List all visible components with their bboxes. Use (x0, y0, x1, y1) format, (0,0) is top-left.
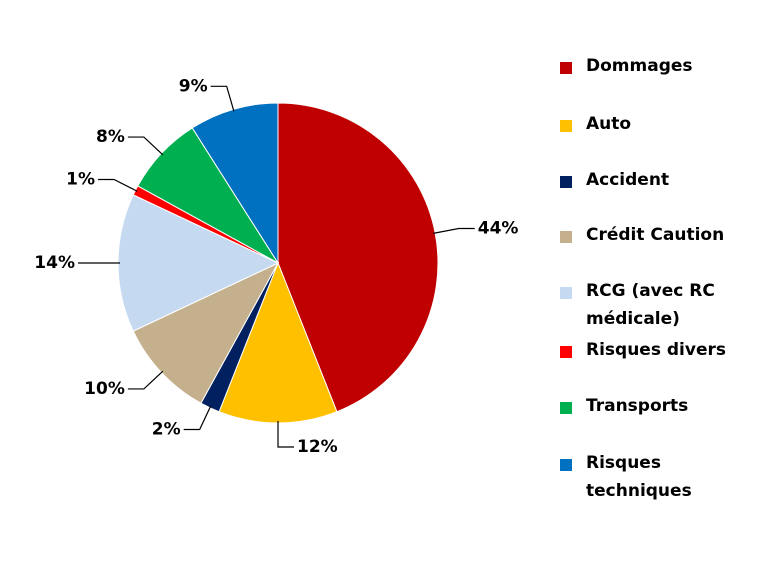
legend-swatch (560, 459, 572, 471)
data-label: 44% (478, 219, 519, 239)
legend-label: RCG (avec RC médicale) (586, 281, 715, 329)
data-label: 12% (297, 437, 338, 457)
leader-line (98, 178, 138, 192)
leader-line (127, 136, 164, 156)
data-label: 1% (66, 169, 95, 189)
legend-swatch (560, 176, 572, 188)
legend-swatch (560, 62, 572, 74)
leader-line (433, 227, 475, 234)
data-label: 2% (152, 419, 181, 439)
leader-line (183, 405, 212, 431)
data-label: 14% (34, 253, 75, 273)
legend-swatch (560, 346, 572, 358)
data-label: 8% (96, 127, 125, 147)
leader-line (277, 421, 294, 448)
legend-label: Risques divers (586, 340, 726, 360)
leader-line (127, 370, 164, 390)
data-label: 10% (84, 379, 125, 399)
legend-label: Accident (586, 170, 670, 190)
legend-label: Dommages (586, 56, 693, 76)
legend-label: Risques techniques (586, 453, 692, 501)
leader-line (210, 85, 235, 112)
legend-swatch (560, 402, 572, 414)
legend-label: Crédit Caution (586, 225, 725, 245)
legend-label: Auto (586, 114, 632, 134)
data-label: 9% (179, 76, 208, 96)
legend-label: Transports (586, 396, 689, 416)
legend-swatch (560, 120, 572, 132)
legend-swatch (560, 287, 572, 299)
legend-swatch (560, 231, 572, 243)
